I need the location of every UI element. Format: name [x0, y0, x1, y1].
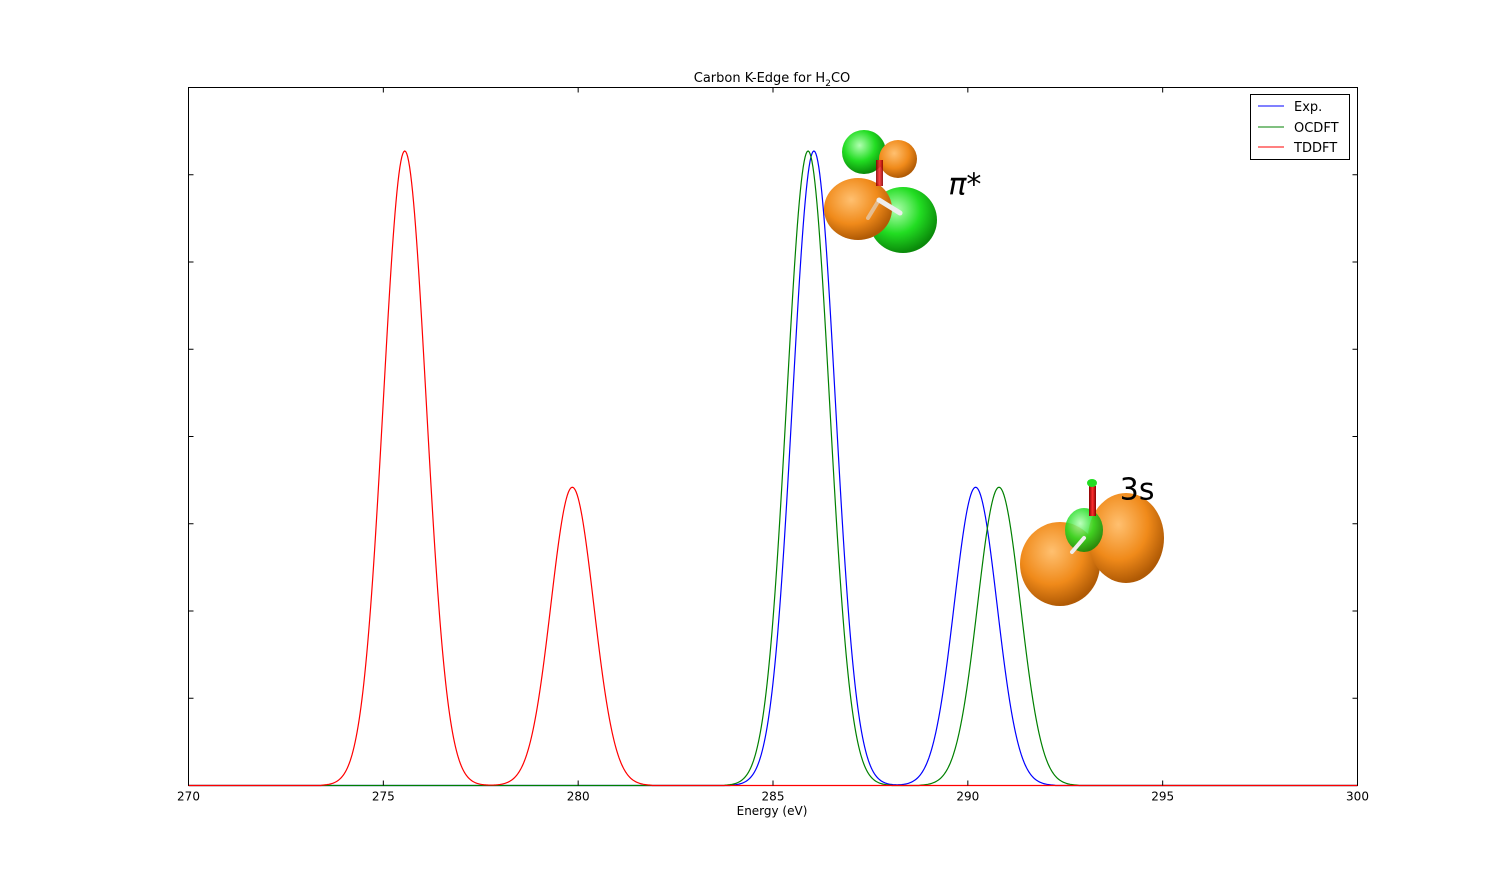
annotation-pi-star: π*: [948, 168, 981, 203]
x-tick-label: 290: [956, 790, 979, 804]
x-tick-label: 300: [1346, 790, 1369, 804]
x-tick-label: 280: [567, 790, 590, 804]
x-tick-label: 270: [177, 790, 200, 804]
annotation-3s: 3s: [1120, 472, 1155, 507]
x-tick-label: 285: [762, 790, 785, 804]
3s-orbital-image: [1020, 479, 1164, 606]
series-line-exp: [188, 150, 1358, 787]
x-tick-label: 295: [1151, 790, 1174, 804]
legend: Exp. OCDFT TDDFT: [1250, 94, 1350, 160]
chart-title: Carbon K-Edge for H2CO: [694, 71, 851, 89]
legend-label-exp: Exp.: [1294, 100, 1322, 115]
y-axis-ticks: [188, 174, 1358, 699]
pi-star-orbital-image: [824, 130, 937, 253]
x-axis-label: Energy (eV): [737, 804, 808, 818]
x-tick-label: 275: [372, 790, 395, 804]
series-line-ocdft: [188, 150, 1358, 787]
series-layer: [188, 150, 1358, 787]
legend-label-tddft: TDDFT: [1293, 141, 1337, 156]
legend-label-ocdft: OCDFT: [1294, 121, 1339, 136]
x-axis-ticks: 270 275 280 285 290 295 300: [177, 87, 1369, 804]
series-line-tddft: [188, 150, 1358, 787]
